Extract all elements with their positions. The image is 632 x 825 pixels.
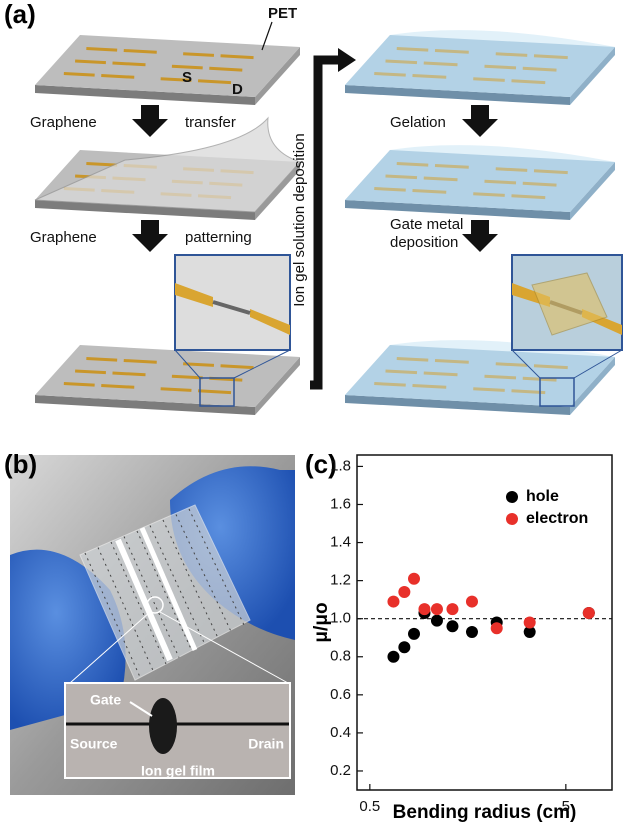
electrode	[161, 389, 192, 391]
label: S	[182, 69, 192, 86]
point	[583, 607, 595, 619]
electrode	[75, 371, 106, 373]
plot-frame	[357, 455, 612, 790]
label: (b)	[4, 449, 37, 479]
step-arrow	[132, 220, 168, 252]
label: Graphene	[30, 114, 97, 131]
electrode	[86, 358, 117, 360]
electrode	[64, 73, 95, 75]
y-tick-label: 1.0	[330, 610, 351, 627]
y-tick-label: 1.2	[330, 572, 351, 589]
electrode	[221, 56, 254, 58]
point	[446, 620, 458, 632]
step-arrow	[462, 105, 498, 137]
label: deposition	[390, 234, 458, 251]
point	[466, 626, 478, 638]
y-tick-label: 1.4	[330, 534, 351, 551]
step-arrow	[132, 105, 168, 137]
point	[446, 603, 458, 615]
y-tick-label: 0.4	[330, 724, 351, 741]
panel-b: Gate Source Drain Ion gel film (b)	[4, 449, 295, 795]
electrode	[124, 51, 157, 53]
label: (a)	[4, 0, 36, 29]
label: Ion gel solution deposition	[291, 133, 308, 306]
legend-marker	[506, 491, 518, 503]
point	[408, 573, 420, 585]
point	[431, 603, 443, 615]
electrode	[183, 54, 214, 56]
electrode	[75, 61, 106, 63]
point	[408, 628, 420, 640]
electrode	[86, 48, 117, 50]
electrode	[198, 81, 231, 83]
y-axis-title: μ/μo	[311, 602, 332, 642]
electrode	[198, 391, 231, 393]
x-tick-label: 0.5	[359, 798, 380, 815]
point	[466, 596, 478, 608]
point	[524, 617, 536, 629]
electrode	[172, 66, 203, 68]
ion-gel	[345, 145, 615, 212]
y-tick-label: 0.2	[330, 762, 351, 779]
electrode	[124, 361, 157, 363]
panel-a: (a) PET S D Graphene transfer Graphene patterni…	[4, 0, 622, 415]
point	[387, 596, 399, 608]
label: Gate	[90, 692, 121, 708]
ion-gel	[345, 30, 615, 97]
label: Gate metal	[390, 216, 463, 233]
y-tick-label: 0.6	[330, 686, 351, 703]
y-tick-label: 1.8	[330, 457, 351, 474]
point	[491, 622, 503, 634]
x-axis-title: Bending radius (cm)	[393, 802, 577, 823]
point	[398, 641, 410, 653]
label: Ion gel film	[141, 763, 215, 779]
electrode	[113, 63, 146, 65]
electrode	[64, 383, 95, 385]
electrode	[101, 76, 134, 78]
figure: (a) PET S D Graphene transfer Graphene patterni…	[0, 0, 632, 825]
label: transfer	[185, 114, 236, 131]
process-arrow	[310, 60, 340, 385]
label: Source	[70, 736, 118, 752]
label: PET	[268, 5, 297, 22]
inset	[175, 255, 290, 350]
point	[418, 603, 430, 615]
electrode	[221, 366, 254, 368]
electrode	[209, 68, 242, 70]
electrode	[86, 163, 117, 165]
electrode	[113, 373, 146, 375]
panel-c: (c)0.20.40.60.81.01.21.41.61.80.55Bendin…	[305, 449, 612, 823]
legend-label: electron	[526, 510, 588, 527]
point	[387, 651, 399, 663]
label: Gelation	[390, 114, 446, 131]
y-tick-label: 0.8	[330, 648, 351, 665]
legend-marker	[506, 513, 518, 525]
point	[431, 615, 443, 627]
process-arrow-head	[338, 48, 356, 72]
electrode	[101, 386, 134, 388]
step-arrow	[462, 220, 498, 252]
label: patterning	[185, 229, 252, 246]
label: Graphene	[30, 229, 97, 246]
point	[398, 586, 410, 598]
gate-blob	[149, 698, 177, 754]
label: Drain	[248, 736, 284, 752]
y-tick-label: 1.6	[330, 495, 351, 512]
legend-label: hole	[526, 488, 559, 505]
label: D	[232, 81, 243, 98]
